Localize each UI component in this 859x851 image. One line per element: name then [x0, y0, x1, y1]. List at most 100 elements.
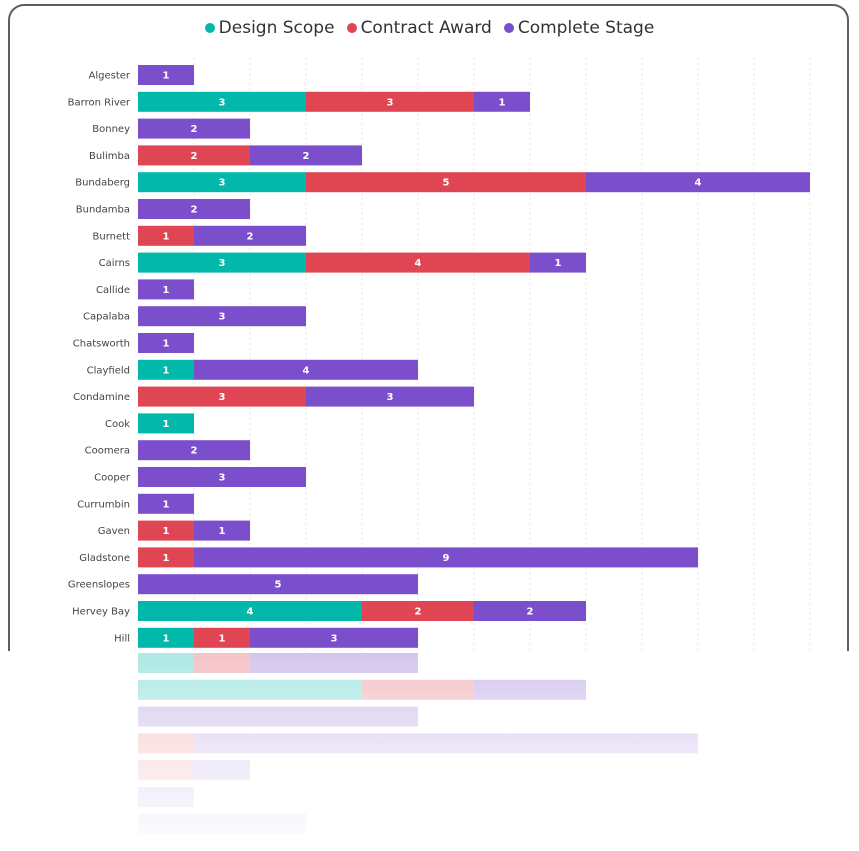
data-label: 1 — [163, 71, 170, 82]
bar-segment[interactable] — [138, 65, 194, 85]
category-label: Gladstone — [79, 553, 130, 564]
bar-segment[interactable] — [138, 225, 194, 246]
bar-segment[interactable] — [138, 172, 306, 193]
category-label: Bulimba — [89, 151, 130, 162]
data-label: 1 — [163, 285, 170, 296]
category-label: Greenslopes — [68, 580, 130, 591]
data-label: 1 — [219, 526, 226, 537]
bar-segment[interactable] — [306, 91, 474, 112]
data-label: 2 — [415, 607, 422, 618]
data-label: 5 — [443, 178, 450, 189]
bar-segment[interactable] — [138, 467, 306, 487]
bar-segment[interactable] — [530, 252, 586, 273]
bar-segment[interactable] — [474, 601, 586, 621]
data-label: 2 — [247, 231, 254, 242]
data-label: 5 — [275, 580, 282, 591]
bar-segment[interactable] — [138, 440, 250, 461]
data-label: 9 — [443, 553, 450, 564]
data-label: 1 — [163, 231, 170, 242]
legend-dot-icon — [204, 23, 215, 33]
bar-segment[interactable] — [474, 91, 530, 112]
bar-segment[interactable] — [194, 627, 250, 648]
legend-item-contract-award[interactable]: Contract Award — [346, 18, 492, 38]
data-label: 3 — [331, 633, 338, 644]
legend-label: Design Scope — [218, 18, 335, 38]
data-label: 1 — [163, 526, 170, 537]
category-label: Cook — [105, 419, 130, 430]
category-label: Bundamba — [76, 205, 130, 216]
bar-segment[interactable] — [138, 547, 194, 568]
category-label: Clayfield — [87, 365, 130, 376]
data-label: 1 — [163, 633, 170, 644]
data-label: 4 — [415, 258, 422, 269]
bar-segment[interactable] — [138, 520, 194, 541]
data-label: 3 — [387, 392, 394, 403]
data-label: 2 — [527, 607, 534, 618]
data-label: 1 — [163, 365, 170, 376]
data-label: 2 — [191, 124, 198, 135]
legend-item-complete-stage[interactable]: Complete Stage — [503, 18, 655, 38]
category-label: Chatsworth — [73, 339, 130, 350]
data-label: 3 — [219, 312, 226, 323]
category-label: Callide — [96, 285, 130, 296]
data-label: 1 — [219, 633, 226, 644]
category-label: Cooper — [94, 473, 131, 484]
legend-label: Complete Stage — [517, 18, 655, 38]
data-label: 4 — [303, 365, 310, 376]
category-label: Capalaba — [83, 312, 130, 323]
category-label: Coomera — [85, 446, 130, 457]
data-label: 3 — [219, 178, 226, 189]
bar-segment[interactable] — [138, 306, 306, 327]
data-label: 2 — [191, 205, 198, 216]
bar-segment[interactable] — [138, 413, 194, 434]
bar-segment[interactable] — [194, 520, 250, 541]
category-label: Algester — [88, 71, 130, 82]
category-label: Bundaberg — [75, 178, 130, 189]
bar-segment[interactable] — [138, 493, 194, 514]
bar-segment[interactable] — [306, 252, 530, 273]
data-label: 3 — [219, 258, 226, 269]
bar-segment[interactable] — [250, 145, 362, 166]
bar-segment[interactable] — [362, 601, 474, 621]
legend: Design Scope Contract Award Complete Sta… — [0, 18, 859, 38]
category-label: Condamine — [73, 392, 130, 403]
bar-segment[interactable] — [194, 359, 418, 380]
bar-segment[interactable] — [138, 386, 306, 407]
category-label: Barron River — [68, 97, 131, 108]
data-label: 3 — [219, 97, 226, 108]
legend-item-design-scope[interactable]: Design Scope — [204, 18, 335, 38]
data-label: 4 — [247, 607, 254, 618]
bar-segment[interactable] — [138, 601, 362, 621]
bar-segment[interactable] — [194, 547, 698, 568]
bar-segment[interactable] — [138, 252, 306, 273]
data-label: 2 — [191, 446, 198, 457]
data-label: 1 — [499, 97, 506, 108]
bar-segment[interactable] — [306, 172, 586, 193]
bar-segment[interactable] — [586, 172, 810, 193]
bar-segment[interactable] — [138, 333, 194, 353]
bar-segment[interactable] — [138, 199, 250, 219]
bar-segment[interactable] — [138, 627, 194, 648]
bar-segment[interactable] — [138, 118, 250, 139]
data-label: 1 — [163, 553, 170, 564]
data-label: 1 — [163, 339, 170, 350]
bar-segment[interactable] — [306, 386, 474, 407]
category-label: Currumbin — [77, 499, 130, 510]
category-label: Hervey Bay — [72, 607, 130, 618]
data-label: 1 — [163, 499, 170, 510]
data-label: 1 — [163, 419, 170, 430]
bar-segment[interactable] — [138, 359, 194, 380]
bar-segment[interactable] — [138, 145, 250, 166]
bar-segment[interactable] — [138, 279, 194, 300]
data-label: 1 — [555, 258, 562, 269]
legend-dot-icon — [346, 23, 357, 33]
bar-segment[interactable] — [138, 91, 306, 112]
data-label: 2 — [303, 151, 310, 162]
bar-segment[interactable] — [194, 225, 306, 246]
bar-segment[interactable] — [250, 627, 418, 648]
reflection-fade — [0, 651, 859, 851]
bar-segment[interactable] — [138, 574, 418, 595]
data-label: 3 — [387, 97, 394, 108]
data-label: 2 — [191, 151, 198, 162]
legend-dot-icon — [503, 23, 514, 33]
